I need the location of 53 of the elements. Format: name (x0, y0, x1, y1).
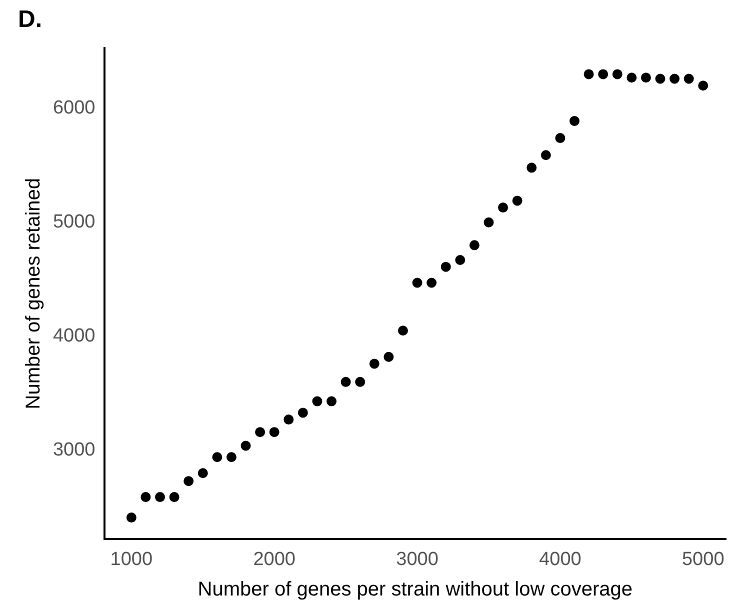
point (412, 278, 422, 288)
point (426, 278, 437, 288)
x-tick-label: 5000 (682, 548, 724, 570)
point (169, 492, 180, 502)
y-tick-label: 3000 (52, 440, 96, 461)
point (155, 492, 166, 502)
y-axis-title: Number of genes retained (22, 178, 45, 410)
point (555, 133, 566, 144)
point (198, 468, 208, 478)
x-tick-label: 3000 (396, 548, 438, 570)
point (626, 72, 637, 83)
point (240, 440, 251, 451)
point (584, 69, 594, 80)
point (255, 427, 266, 438)
point (398, 326, 408, 336)
x-axis-title: Number of genes per strain without low coverage (198, 578, 632, 601)
point (469, 240, 480, 250)
point (440, 262, 451, 272)
point (526, 162, 537, 173)
point (269, 427, 280, 438)
point (484, 217, 494, 228)
point (369, 358, 380, 369)
point (384, 352, 394, 362)
x-tick-label: 1000 (110, 548, 153, 570)
point (684, 74, 694, 84)
point (698, 80, 708, 91)
point (498, 202, 508, 213)
point (298, 408, 308, 418)
point (340, 376, 351, 387)
y-tick-label: 5000 (52, 212, 96, 233)
point (512, 196, 522, 206)
point (226, 452, 236, 462)
point (312, 396, 322, 406)
x-tick-label: 4000 (539, 548, 582, 570)
point (670, 74, 680, 84)
x-tick-label: 2000 (253, 548, 296, 570)
point (212, 452, 222, 462)
point (540, 150, 551, 160)
point (140, 492, 151, 502)
point (612, 69, 622, 80)
y-tick-label: 6000 (52, 98, 96, 119)
point (655, 74, 666, 84)
y-tick-label: 4000 (52, 326, 96, 347)
point (598, 69, 608, 80)
point (284, 414, 294, 425)
point (640, 72, 651, 83)
point (455, 254, 466, 265)
point (326, 396, 337, 406)
point (184, 476, 194, 486)
point (569, 116, 580, 126)
point (355, 376, 366, 387)
point (126, 512, 136, 523)
chart-title: D. (18, 6, 42, 34)
